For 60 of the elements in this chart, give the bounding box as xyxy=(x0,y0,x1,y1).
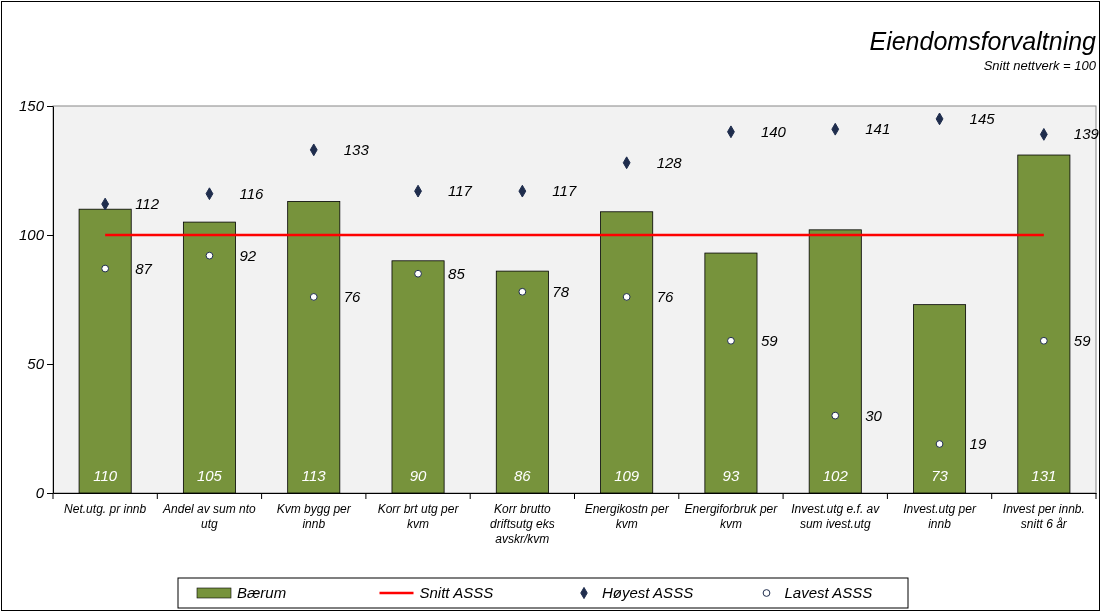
x-tick-label: Korr brutto driftsutg eks avskr/kvm xyxy=(490,502,555,546)
data-label: 109 xyxy=(614,467,640,484)
data-label: 59 xyxy=(1073,331,1092,349)
x-tick-label: Invest.utg per innb xyxy=(903,502,977,531)
y-tick-label: 100 xyxy=(18,226,45,244)
point xyxy=(727,336,735,345)
data-label: 93 xyxy=(722,467,740,484)
data-label: 59 xyxy=(760,331,779,349)
chart-title: Eiendomsforvaltning xyxy=(869,27,1097,55)
data-label: 87 xyxy=(135,259,153,277)
x-tick-label: Invest per innb. snitt 6 år xyxy=(1002,502,1085,531)
legend-label: Høyest ASSS xyxy=(602,584,694,601)
point xyxy=(1039,336,1048,345)
data-label: 76 xyxy=(343,287,362,305)
data-label: 116 xyxy=(239,184,265,202)
data-label: 86 xyxy=(514,467,532,484)
x-tick-label: Invest.utg e.f. av sum ivest.utg xyxy=(791,502,881,531)
y-tick-label: 150 xyxy=(18,97,45,115)
data-label: 113 xyxy=(301,467,327,484)
chart-subtitle: Snitt nettverk = 100 xyxy=(983,58,1097,73)
x-tick-label: Korr brt utg per kvm xyxy=(377,502,460,531)
data-label: 102 xyxy=(822,467,849,484)
data-label: 141 xyxy=(865,120,891,138)
data-label: 133 xyxy=(343,140,370,158)
x-tick-label: Energiforbruk per kvm xyxy=(684,502,779,531)
data-label: 19 xyxy=(969,434,987,452)
data-label: 145 xyxy=(969,109,996,127)
data-label: 140 xyxy=(760,122,787,140)
data-label: 76 xyxy=(656,287,674,305)
data-label: 131 xyxy=(1031,467,1057,484)
point xyxy=(622,293,631,301)
data-label: 117 xyxy=(552,182,577,200)
data-label: 117 xyxy=(448,182,473,200)
data-label: 73 xyxy=(931,467,949,484)
point xyxy=(935,440,944,448)
data-label: 139 xyxy=(1073,125,1100,143)
point xyxy=(205,251,214,260)
data-label: 85 xyxy=(448,264,466,282)
x-tick-label: Andel av sum nto utg xyxy=(162,502,257,531)
data-label: 112 xyxy=(135,195,160,213)
y-tick-label: 50 xyxy=(27,355,45,373)
data-label: 105 xyxy=(196,467,223,484)
point xyxy=(309,293,318,301)
data-label: 90 xyxy=(409,467,428,484)
point xyxy=(414,269,422,278)
data-label: 110 xyxy=(93,467,118,484)
legend-label: Bærum xyxy=(237,584,287,601)
legend-label: Snitt ASSS xyxy=(419,584,494,601)
data-label: 78 xyxy=(552,282,570,300)
data-label: 128 xyxy=(656,153,683,171)
point xyxy=(518,287,527,296)
data-label: 30 xyxy=(865,406,883,424)
x-tick-label: Net.utg. pr innb xyxy=(64,502,147,516)
legend-label: Lavest ASSS xyxy=(784,584,873,601)
point xyxy=(101,264,110,273)
point xyxy=(831,411,840,420)
x-tick-label: Kvm bygg per innb xyxy=(276,502,352,531)
data-label: 92 xyxy=(239,246,257,264)
x-tick-label: Energikostn per kvm xyxy=(584,502,670,531)
y-tick-label: 0 xyxy=(35,484,45,502)
